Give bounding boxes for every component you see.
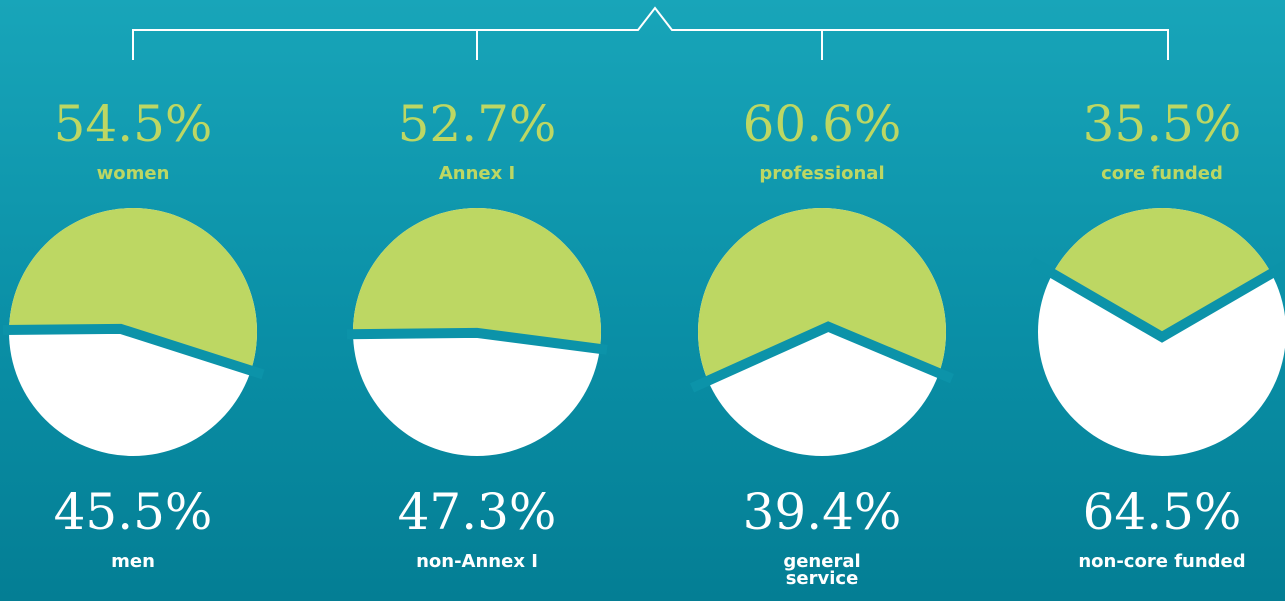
divider (689, 321, 954, 393)
divider (2, 323, 265, 380)
bottom-value: 47.3% (397, 483, 557, 541)
bottom-label: men (111, 551, 155, 572)
bracket (132, 6, 1169, 60)
bottom-label: general service (783, 551, 861, 589)
top-label: women (96, 163, 170, 184)
top-label: Annex I (438, 163, 516, 184)
divider (1029, 257, 1285, 343)
top-value: 60.6% (742, 95, 902, 153)
bottom-label: non-Annex I (416, 551, 538, 572)
top-value: 54.5% (53, 95, 213, 153)
top-value: 52.7% (397, 95, 557, 153)
bottom-label: non-core funded (1078, 551, 1246, 572)
top-label: core funded (1101, 163, 1223, 184)
bottom-value: 45.5% (53, 483, 213, 541)
bottom-value: 39.4% (742, 483, 902, 541)
divider (346, 327, 608, 355)
top-value: 35.5% (1082, 95, 1242, 153)
bottom-value: 64.5% (1082, 483, 1242, 541)
top-label: professional (759, 163, 885, 184)
